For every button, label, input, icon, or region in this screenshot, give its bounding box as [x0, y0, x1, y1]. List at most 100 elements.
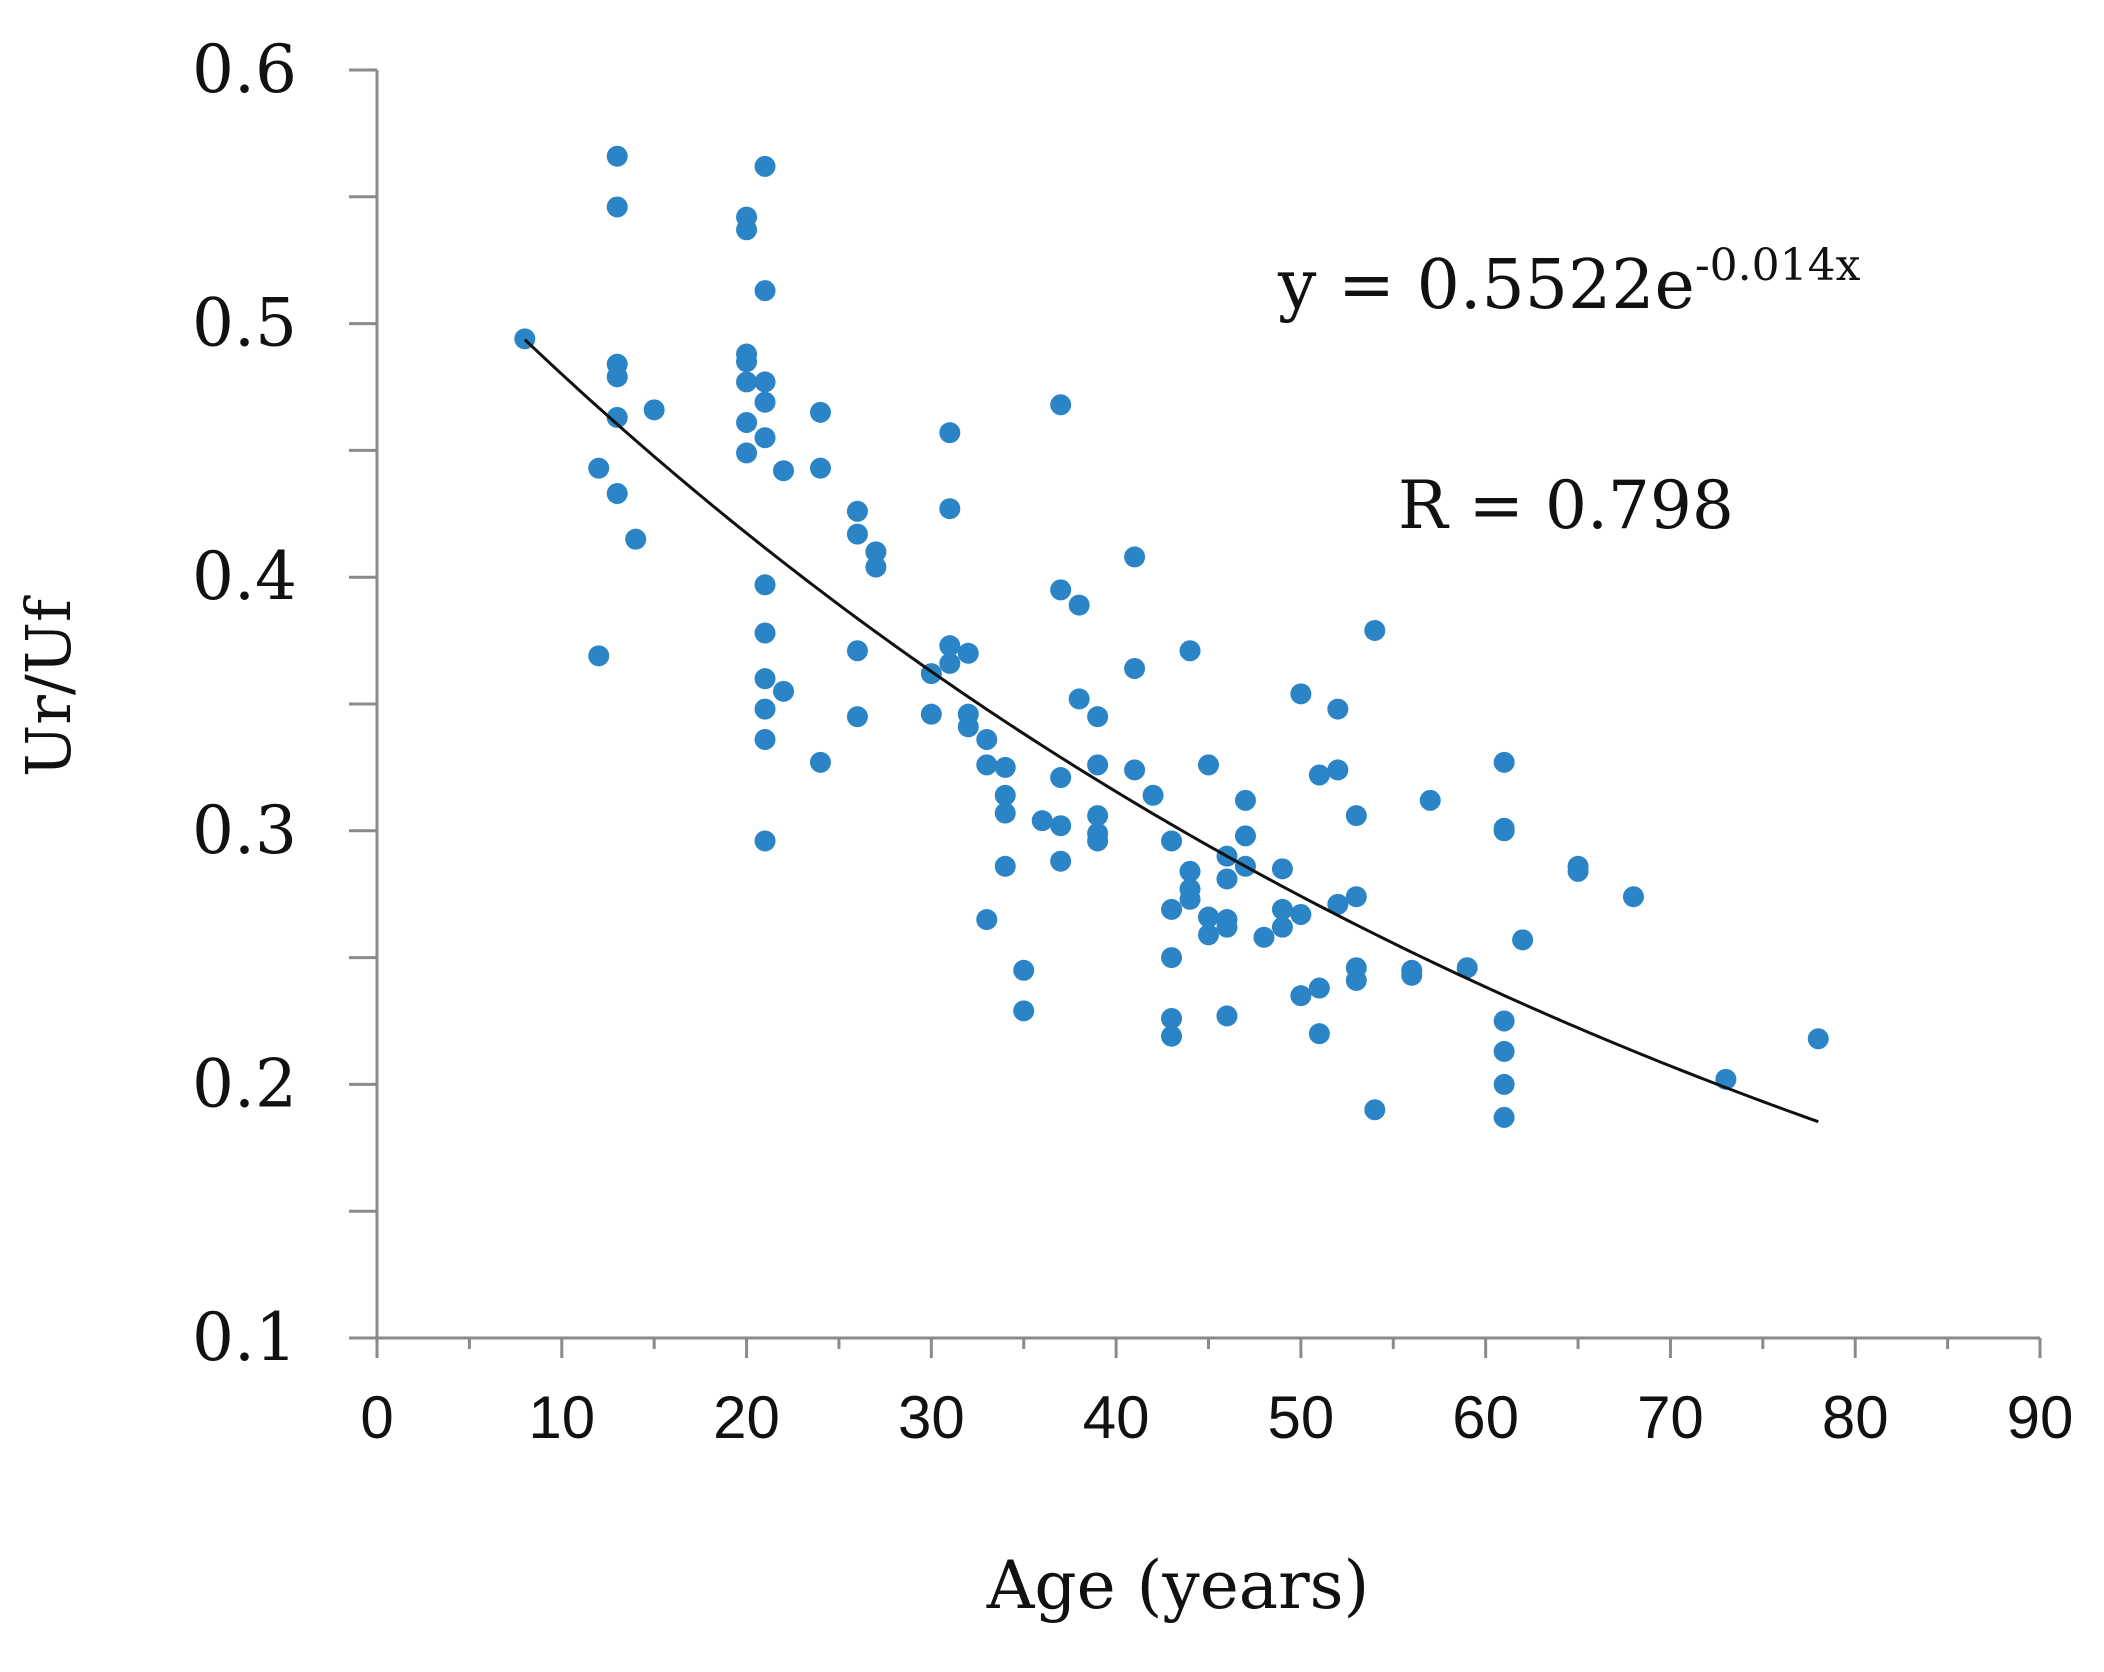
data-point — [865, 541, 887, 563]
data-point — [939, 652, 961, 674]
data-point — [736, 219, 758, 241]
data-point — [1290, 683, 1312, 705]
data-point — [1198, 906, 1219, 928]
data-point — [606, 483, 628, 505]
data-point — [1198, 754, 1219, 776]
data-point — [754, 391, 776, 413]
x-tick-label: 90 — [2007, 1384, 2074, 1451]
x-tick-label: 30 — [898, 1384, 965, 1451]
data-point — [1401, 964, 1423, 986]
data-point — [1308, 764, 1330, 786]
data-point — [920, 703, 942, 725]
data-point — [754, 427, 776, 449]
data-point — [1364, 1099, 1386, 1121]
data-point — [754, 280, 776, 302]
x-tick-label: 50 — [1268, 1384, 1335, 1451]
data-point — [1142, 784, 1164, 806]
data-point — [1050, 767, 1072, 789]
data-point — [1253, 926, 1275, 948]
data-point — [994, 784, 1016, 806]
data-point — [1050, 394, 1072, 416]
data-point — [1345, 886, 1367, 908]
y-tick-label: 0.6 — [192, 31, 297, 108]
x-tick-label: 60 — [1452, 1384, 1519, 1451]
data-point — [1271, 916, 1293, 938]
data-point — [957, 716, 979, 738]
data-point — [1068, 688, 1090, 710]
data-point — [1807, 1028, 1829, 1050]
x-tick-label: 70 — [1637, 1384, 1704, 1451]
data-point — [1161, 947, 1183, 969]
data-point — [1290, 985, 1312, 1007]
data-point — [1031, 810, 1053, 832]
x-tick-label: 80 — [1822, 1384, 1889, 1451]
data-points — [514, 145, 1829, 1128]
data-point — [809, 751, 831, 773]
data-point — [1050, 850, 1072, 872]
data-point — [1124, 657, 1146, 679]
data-point — [1493, 1106, 1515, 1128]
data-point — [1161, 830, 1183, 852]
data-point — [1161, 898, 1183, 920]
x-tick-label: 0 — [360, 1384, 393, 1451]
data-point — [1493, 751, 1515, 773]
data-point — [754, 668, 776, 690]
data-point — [1087, 706, 1109, 728]
y-tick-label: 0.5 — [192, 285, 297, 362]
data-point — [643, 399, 665, 421]
y-tick-label: 0.4 — [192, 538, 297, 615]
data-point — [957, 642, 979, 664]
data-point — [736, 412, 758, 434]
data-point — [976, 754, 998, 776]
data-point — [754, 622, 776, 644]
data-point — [846, 500, 868, 522]
x-tick-label: 10 — [528, 1384, 595, 1451]
data-point — [1216, 916, 1238, 938]
data-point — [1087, 830, 1109, 852]
data-point — [1161, 1007, 1183, 1029]
data-point — [1567, 860, 1589, 882]
tick-labels-layer: 0 10 20 30 40 50 60 70 80 90 0.1 0.2 0.3 0.4 0.5 0.6 — [192, 31, 2073, 1451]
data-point — [1493, 820, 1515, 842]
data-point — [1050, 815, 1072, 837]
data-point — [754, 729, 776, 751]
data-point — [865, 556, 887, 578]
data-point — [1456, 957, 1478, 979]
y-tick-label: 0.2 — [192, 1045, 297, 1122]
data-point — [1271, 858, 1293, 880]
data-point — [773, 680, 795, 702]
data-point — [1050, 579, 1072, 601]
data-point — [1327, 759, 1349, 781]
data-point — [754, 155, 776, 177]
data-point — [1179, 640, 1201, 662]
data-point — [1216, 868, 1238, 890]
data-point — [939, 422, 961, 444]
data-point — [736, 442, 758, 464]
data-point — [736, 351, 758, 373]
data-point — [754, 574, 776, 596]
data-point — [588, 645, 610, 667]
data-point — [846, 706, 868, 728]
trendline — [523, 338, 1819, 1124]
data-point — [809, 457, 831, 479]
data-point — [1124, 759, 1146, 781]
equation-prefix: y = 0.5522e — [1277, 246, 1695, 325]
data-point — [1345, 969, 1367, 991]
data-point — [939, 635, 961, 657]
data-point — [994, 855, 1016, 877]
correlation-label: R = 0.798 — [1398, 467, 1734, 544]
data-point — [976, 729, 998, 751]
data-point — [846, 523, 868, 545]
y-tick-label: 0.1 — [192, 1299, 297, 1376]
data-point — [1493, 1010, 1515, 1032]
data-point — [1271, 898, 1293, 920]
data-point — [1419, 789, 1441, 811]
data-point — [606, 366, 628, 388]
x-axis-label: Age (years) — [986, 1547, 1370, 1624]
data-point — [606, 406, 628, 428]
data-point — [1013, 1000, 1035, 1022]
data-point — [1087, 805, 1109, 827]
data-point — [1087, 754, 1109, 776]
data-point — [976, 909, 998, 931]
